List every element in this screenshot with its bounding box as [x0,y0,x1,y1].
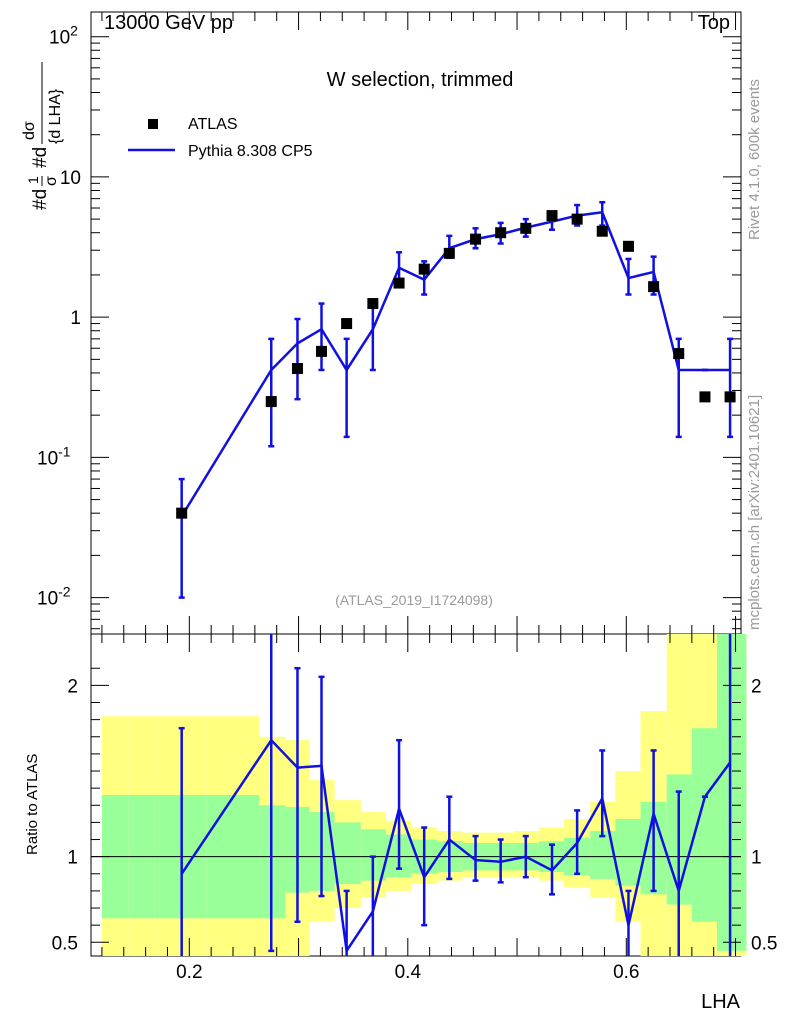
svg-text:{d LHA}: {d LHA} [47,88,64,144]
atlas-data-point [367,298,379,310]
atlas-data-point [495,227,507,239]
legend-atlas-marker [148,119,158,129]
svg-text:1: 1 [25,176,41,184]
svg-text:#d: #d [30,147,51,168]
y-tick-label-main: 1 [70,308,81,329]
atlas-data-point [724,391,736,403]
y-tick-label-ratio-right: 1 [751,848,762,869]
rivet-label: Rivet 4.1.0, 600k events [746,79,763,240]
atlas-data-point [316,345,328,357]
atlas-data-point [265,396,277,408]
main-y-axis-label: #d 1 σ #d dσ {d LHA} [21,62,64,210]
atlas-data-point [699,391,711,403]
atlas-data-point [571,213,583,225]
atlas-data-point [341,318,353,330]
atlas-data-point [546,210,558,222]
x-tick-label: 0.6 [613,962,639,983]
svg-text:σ: σ [43,176,60,186]
band-inner-bin [615,818,641,886]
x-tick-label: 0.4 [395,962,422,983]
x-axis-label: LHA [701,991,741,1013]
mcplots-label: mcplots.cern.ch [arXiv:2401.10621] [746,395,763,630]
atlas-data-point [622,240,634,252]
x-tick-label: 0.2 [176,962,202,983]
atlas-data-point [520,222,532,234]
y-tick-label-main: 10-1 [37,443,71,469]
atlas-data-point [291,363,303,375]
atlas-data-point [393,277,405,289]
atlas-data-point [648,281,660,293]
pythia-line-main [180,210,731,517]
y-tick-label-main: 10-2 [37,584,71,610]
svg-text:dσ: dσ [21,121,38,140]
svg-text:#d: #d [30,189,51,210]
top-label: Top [698,12,730,34]
legend-atlas-label: ATLAS [188,116,238,133]
analysis-label: (ATLAS_2019_I1724098) [335,592,493,608]
y-tick-label-ratio-right: 2 [751,676,762,697]
band-inner-bin [716,634,747,951]
chart-title: W selection, trimmed [327,69,514,91]
y-tick-label-ratio-left: 1 [67,848,78,869]
y-tick-label-main: 10 [60,168,81,189]
atlas-data-point [470,233,482,245]
ratio-y-axis-label: Ratio to ATLAS [24,754,41,855]
y-tick-label-ratio-left: 2 [67,676,78,697]
legend-pythia-label: Pythia 8.308 CP5 [188,143,313,160]
atlas-data-point [176,507,188,519]
main-plot-frame [90,11,742,635]
atlas-data-point [596,225,608,237]
band-inner-bin [691,728,717,922]
atlas-data-point [673,348,685,360]
y-tick-label-main: 102 [49,23,78,49]
atlas-data-point [443,247,455,259]
y-tick-label-ratio-left: 0.5 [52,933,78,954]
atlas-data-point [418,263,430,275]
pythia-ratio-line [180,738,732,955]
y-tick-label-ratio-right: 0.5 [751,933,777,954]
energy-label: 13000 GeV pp [104,12,233,34]
band-inner-bin [334,822,361,885]
